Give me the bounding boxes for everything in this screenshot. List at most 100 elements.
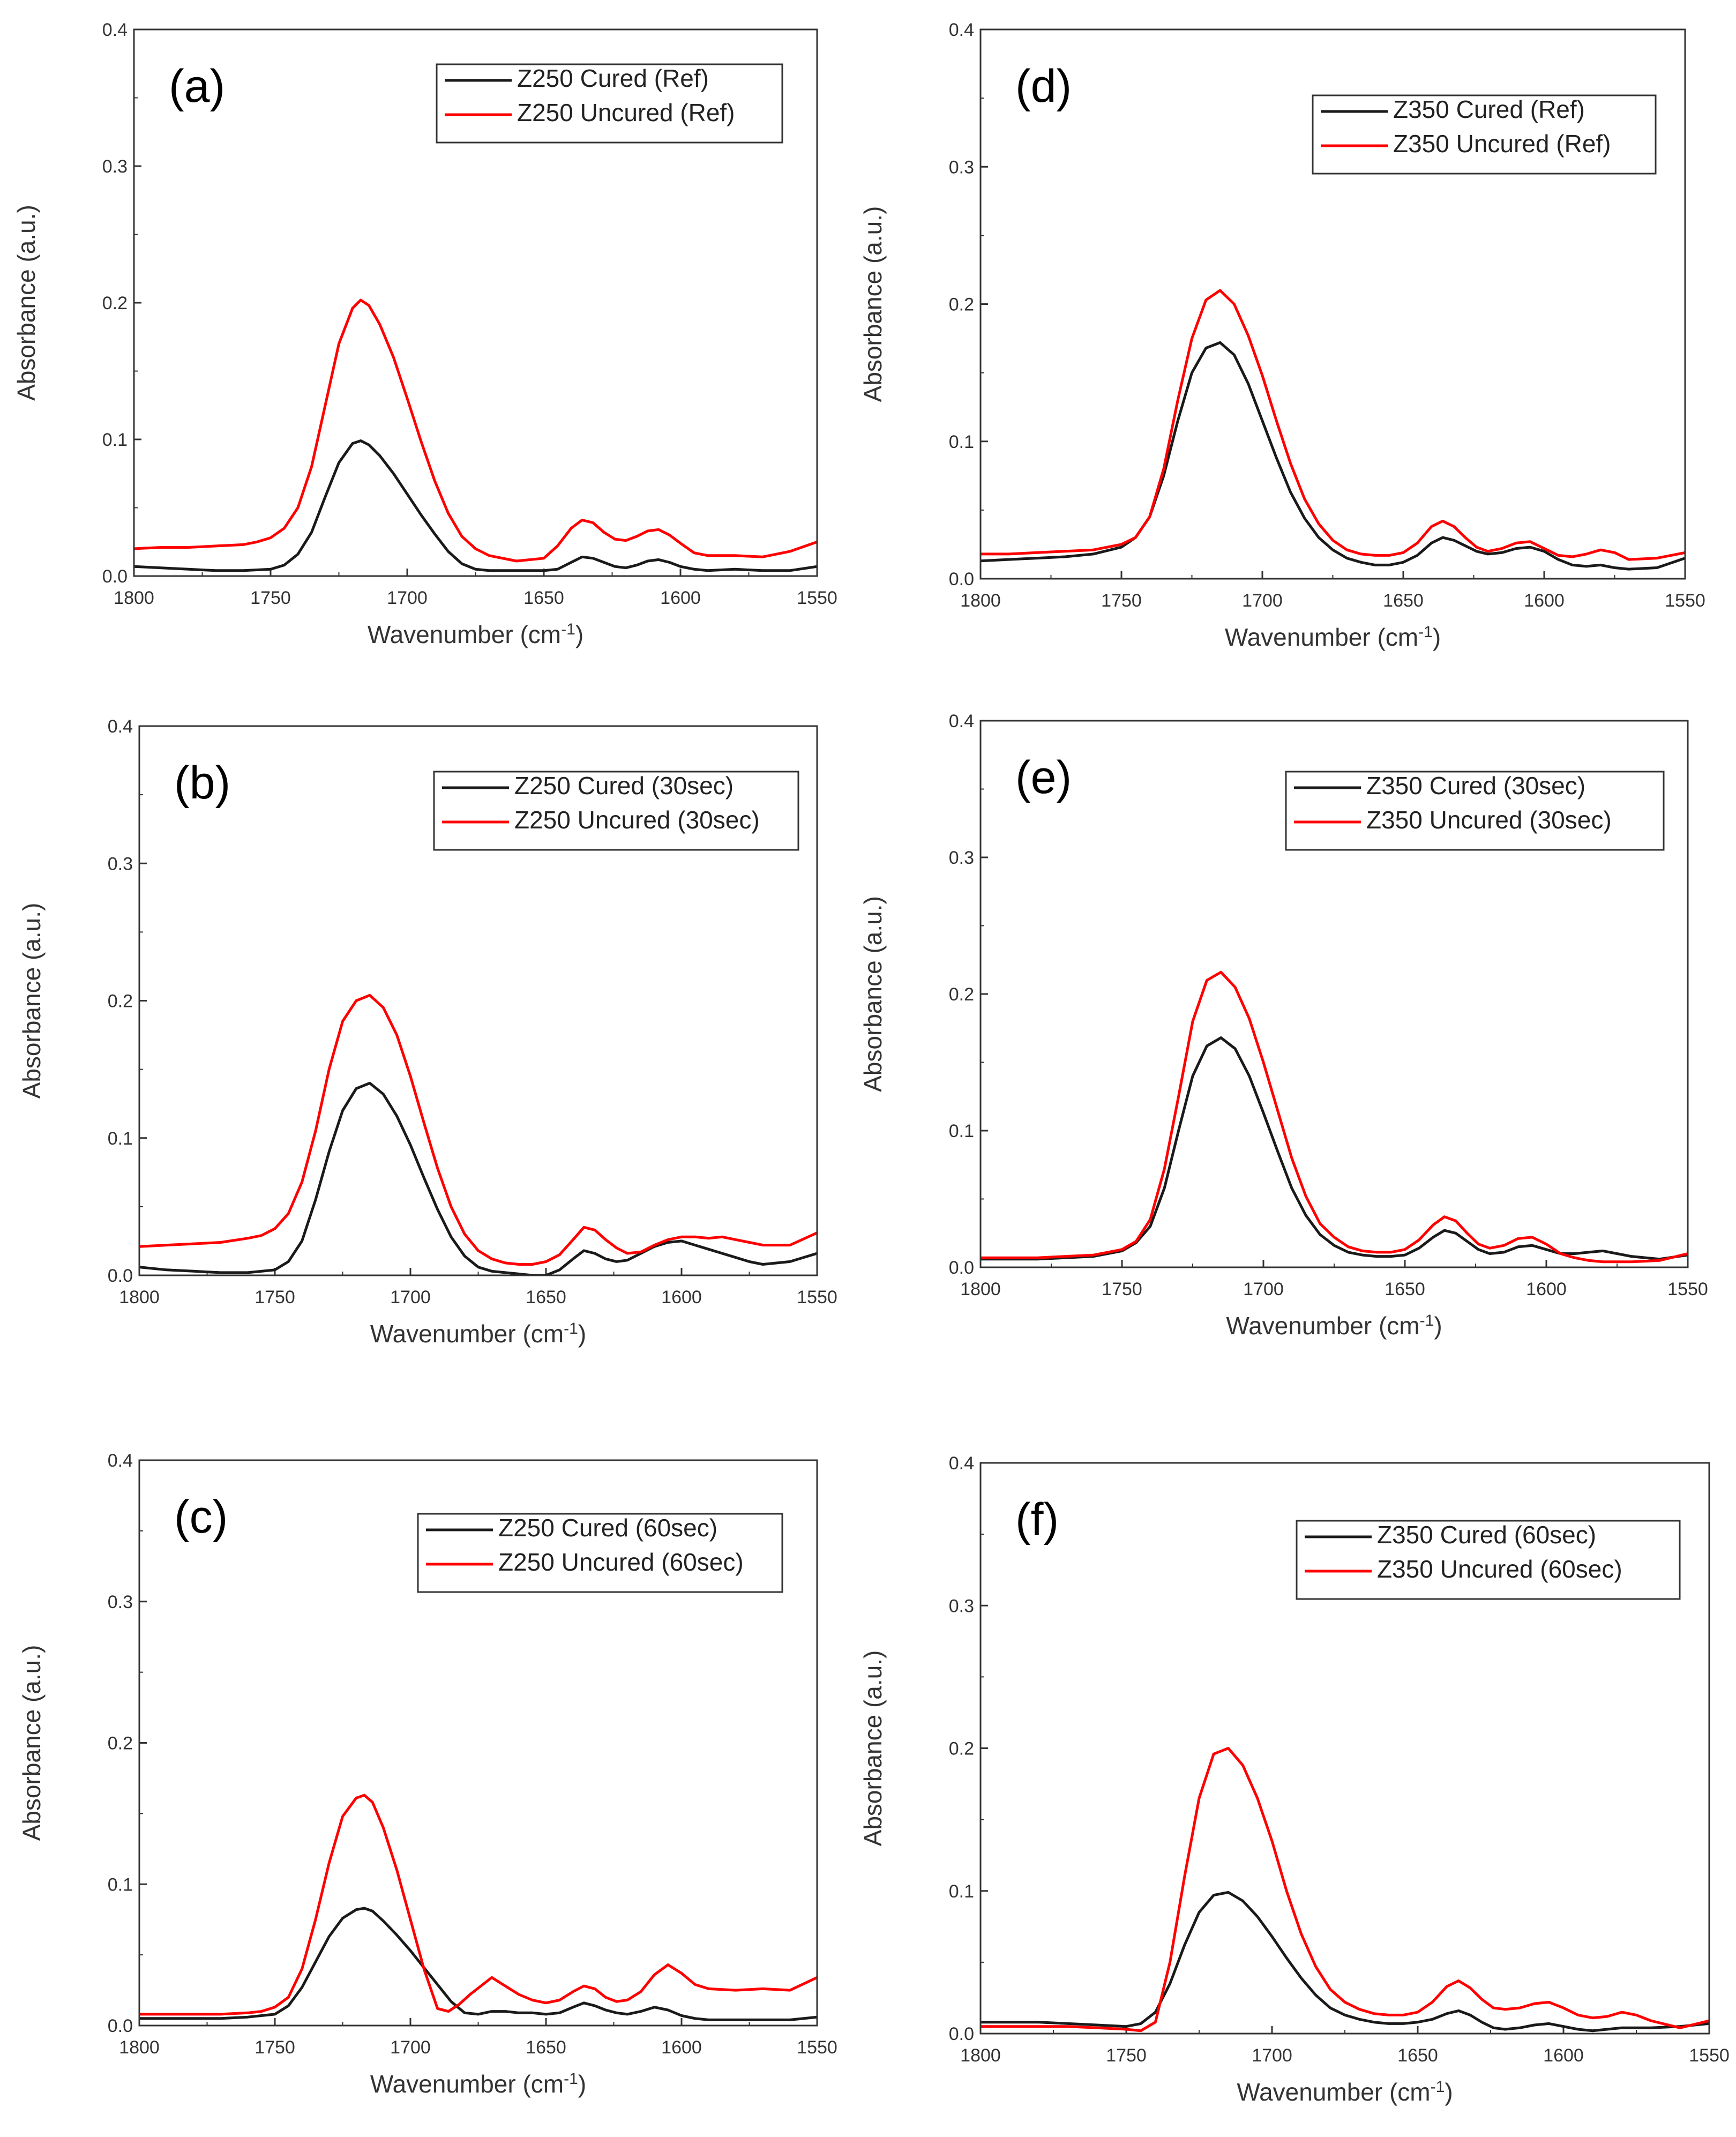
panel-label: (b)	[174, 757, 230, 809]
x-tick-label: 1600	[1524, 591, 1565, 611]
x-tick-label: 1700	[390, 2037, 431, 2058]
x-tick-label: 1650	[523, 588, 564, 608]
y-axis-title: Absorbance (a.u.)	[859, 206, 887, 402]
y-tick-label: 0.1	[949, 1121, 974, 1141]
x-tick-label: 1750	[1102, 1279, 1142, 1299]
x-tick-label: 1600	[660, 588, 701, 608]
uncured-series-line	[981, 970, 1688, 1264]
y-tick-label: 0.3	[949, 1596, 974, 1616]
cured-series-line	[981, 1891, 1709, 2033]
panel-label: (c)	[174, 1491, 228, 1543]
y-tick-label: 0.3	[102, 156, 128, 177]
y-tick-label: 0.4	[949, 1453, 974, 1474]
x-tick-label: 1600	[661, 2037, 702, 2058]
y-tick-label: 0.1	[949, 432, 974, 452]
plot-frame	[979, 1462, 1710, 2035]
x-axis-title: Wavenumber (cm-1)	[1226, 1312, 1442, 1340]
legend-box	[436, 63, 783, 144]
cured-series-line	[981, 1036, 1688, 1261]
uncured-series-line	[139, 993, 817, 1266]
legend-entry: Z350 Uncured (Ref)	[1393, 130, 1611, 158]
legend-box	[1285, 771, 1665, 851]
x-tick-label: 1800	[960, 591, 1001, 611]
y-tick-label: 0.0	[949, 1258, 974, 1278]
y-tick-label: 0.3	[949, 157, 974, 177]
x-tick-label: 1800	[114, 588, 154, 608]
x-axis-title: Wavenumber (cm-1)	[1237, 2078, 1453, 2106]
x-tick-label: 1550	[1689, 2045, 1730, 2066]
x-tick-label: 1650	[1385, 1279, 1425, 1299]
chart-panel: (c) 0.0 0.1 0.2 0.3 0.4 1800 1750 1700 1650 1600 15…	[18, 1451, 837, 2098]
legend-box	[1312, 94, 1657, 175]
y-tick-label: 0.2	[108, 991, 133, 1012]
x-tick-label: 1650	[526, 2037, 566, 2058]
cured-series-line	[981, 341, 1685, 571]
panel-label: (d)	[1015, 61, 1072, 112]
x-axis-title: Wavenumber (cm-1)	[368, 621, 583, 649]
y-tick-label: 0.1	[108, 1129, 133, 1149]
y-tick-label: 0.0	[102, 566, 128, 587]
x-tick-label: 1800	[119, 1287, 160, 1307]
panel-label: (e)	[1015, 752, 1072, 803]
x-tick-label: 1700	[387, 588, 428, 608]
uncured-series-line	[134, 298, 817, 563]
legend-entry: Z250 Uncured (60sec)	[498, 1548, 744, 1576]
y-tick-label: 0.2	[102, 293, 128, 313]
x-tick-label: 1550	[1667, 1279, 1708, 1299]
legend-entry: Z250 Cured (60sec)	[498, 1514, 717, 1542]
x-tick-label: 1700	[1243, 1279, 1284, 1299]
x-tick-label: 1550	[797, 2037, 837, 2058]
x-tick-label: 1800	[960, 2045, 1001, 2066]
chart-panel: (a) 0.0 0.1 0.2 0.3 0.4 1800 1750 1700 1650 1600 15…	[12, 20, 837, 648]
uncured-series-line	[139, 1794, 817, 2016]
x-tick-label: 1550	[1665, 591, 1705, 611]
x-tick-label: 1700	[1242, 591, 1283, 611]
plot-frame	[133, 28, 818, 577]
panel-label: (a)	[169, 61, 225, 112]
legend-box	[417, 1513, 783, 1593]
x-axis-title: Wavenumber (cm-1)	[370, 2070, 586, 2098]
y-tick-label: 0.2	[949, 295, 974, 315]
x-tick-label: 1600	[1543, 2045, 1584, 2066]
cured-series-line	[139, 1081, 817, 1275]
y-tick-label: 0.3	[949, 848, 974, 868]
x-tick-label: 1650	[1383, 591, 1424, 611]
x-tick-label: 1800	[119, 2037, 160, 2058]
x-tick-label: 1750	[1106, 2045, 1147, 2066]
panel-label: (f)	[1015, 1494, 1059, 1545]
plot-frame	[138, 725, 818, 1276]
y-tick-label: 0.4	[108, 716, 133, 737]
uncured-series-line	[981, 289, 1685, 561]
y-tick-label: 0.1	[108, 1874, 133, 1895]
legend-entry: Z350 Uncured (30sec)	[1366, 806, 1612, 834]
plot-frame	[138, 1459, 818, 2027]
x-tick-label: 1750	[250, 588, 291, 608]
chart-panel: (d) 0.0 0.1 0.2 0.3 0.4 1800 1750 1700 1650 1600 15…	[859, 20, 1705, 651]
x-tick-label: 1700	[1252, 2045, 1292, 2066]
y-tick-label: 0.4	[102, 20, 128, 40]
x-tick-label: 1800	[960, 1279, 1001, 1299]
y-tick-label: 0.0	[949, 569, 974, 589]
x-tick-label: 1550	[797, 588, 837, 608]
y-tick-label: 0.2	[949, 1739, 974, 1759]
y-tick-label: 0.2	[108, 1733, 133, 1754]
chart-panel: (f) 0.0 0.1 0.2 0.3 0.4 1800 1750 1700 1650 1600 15…	[859, 1453, 1730, 2106]
chart-panel: (e) 0.0 0.1 0.2 0.3 0.4 1800 1750 1700 1650 1600 15…	[859, 711, 1708, 1340]
legend-entry: Z250 Cured (30sec)	[514, 772, 734, 799]
legend-entry: Z350 Uncured (60sec)	[1377, 1555, 1622, 1583]
y-axis-title: Absorbance (a.u.)	[12, 205, 40, 401]
y-axis-title: Absorbance (a.u.)	[859, 896, 887, 1092]
uncured-series-line	[981, 1747, 1709, 2033]
y-tick-label: 0.3	[108, 1592, 133, 1612]
chart-panel: (b) 0.0 0.1 0.2 0.3 0.4 1800 1750 1700 1650 1600 15…	[18, 716, 837, 1348]
x-tick-label: 1650	[1397, 2045, 1438, 2066]
y-tick-label: 0.0	[949, 2024, 974, 2044]
plot-frame	[979, 28, 1686, 580]
y-tick-label: 0.1	[949, 1881, 974, 1902]
legend-entry: Z350 Cured (60sec)	[1377, 1521, 1596, 1549]
y-tick-label: 0.4	[949, 20, 974, 40]
x-tick-label: 1750	[255, 2037, 295, 2058]
y-axis-title: Absorbance (a.u.)	[859, 1650, 887, 1847]
plot-frame	[979, 720, 1689, 1268]
